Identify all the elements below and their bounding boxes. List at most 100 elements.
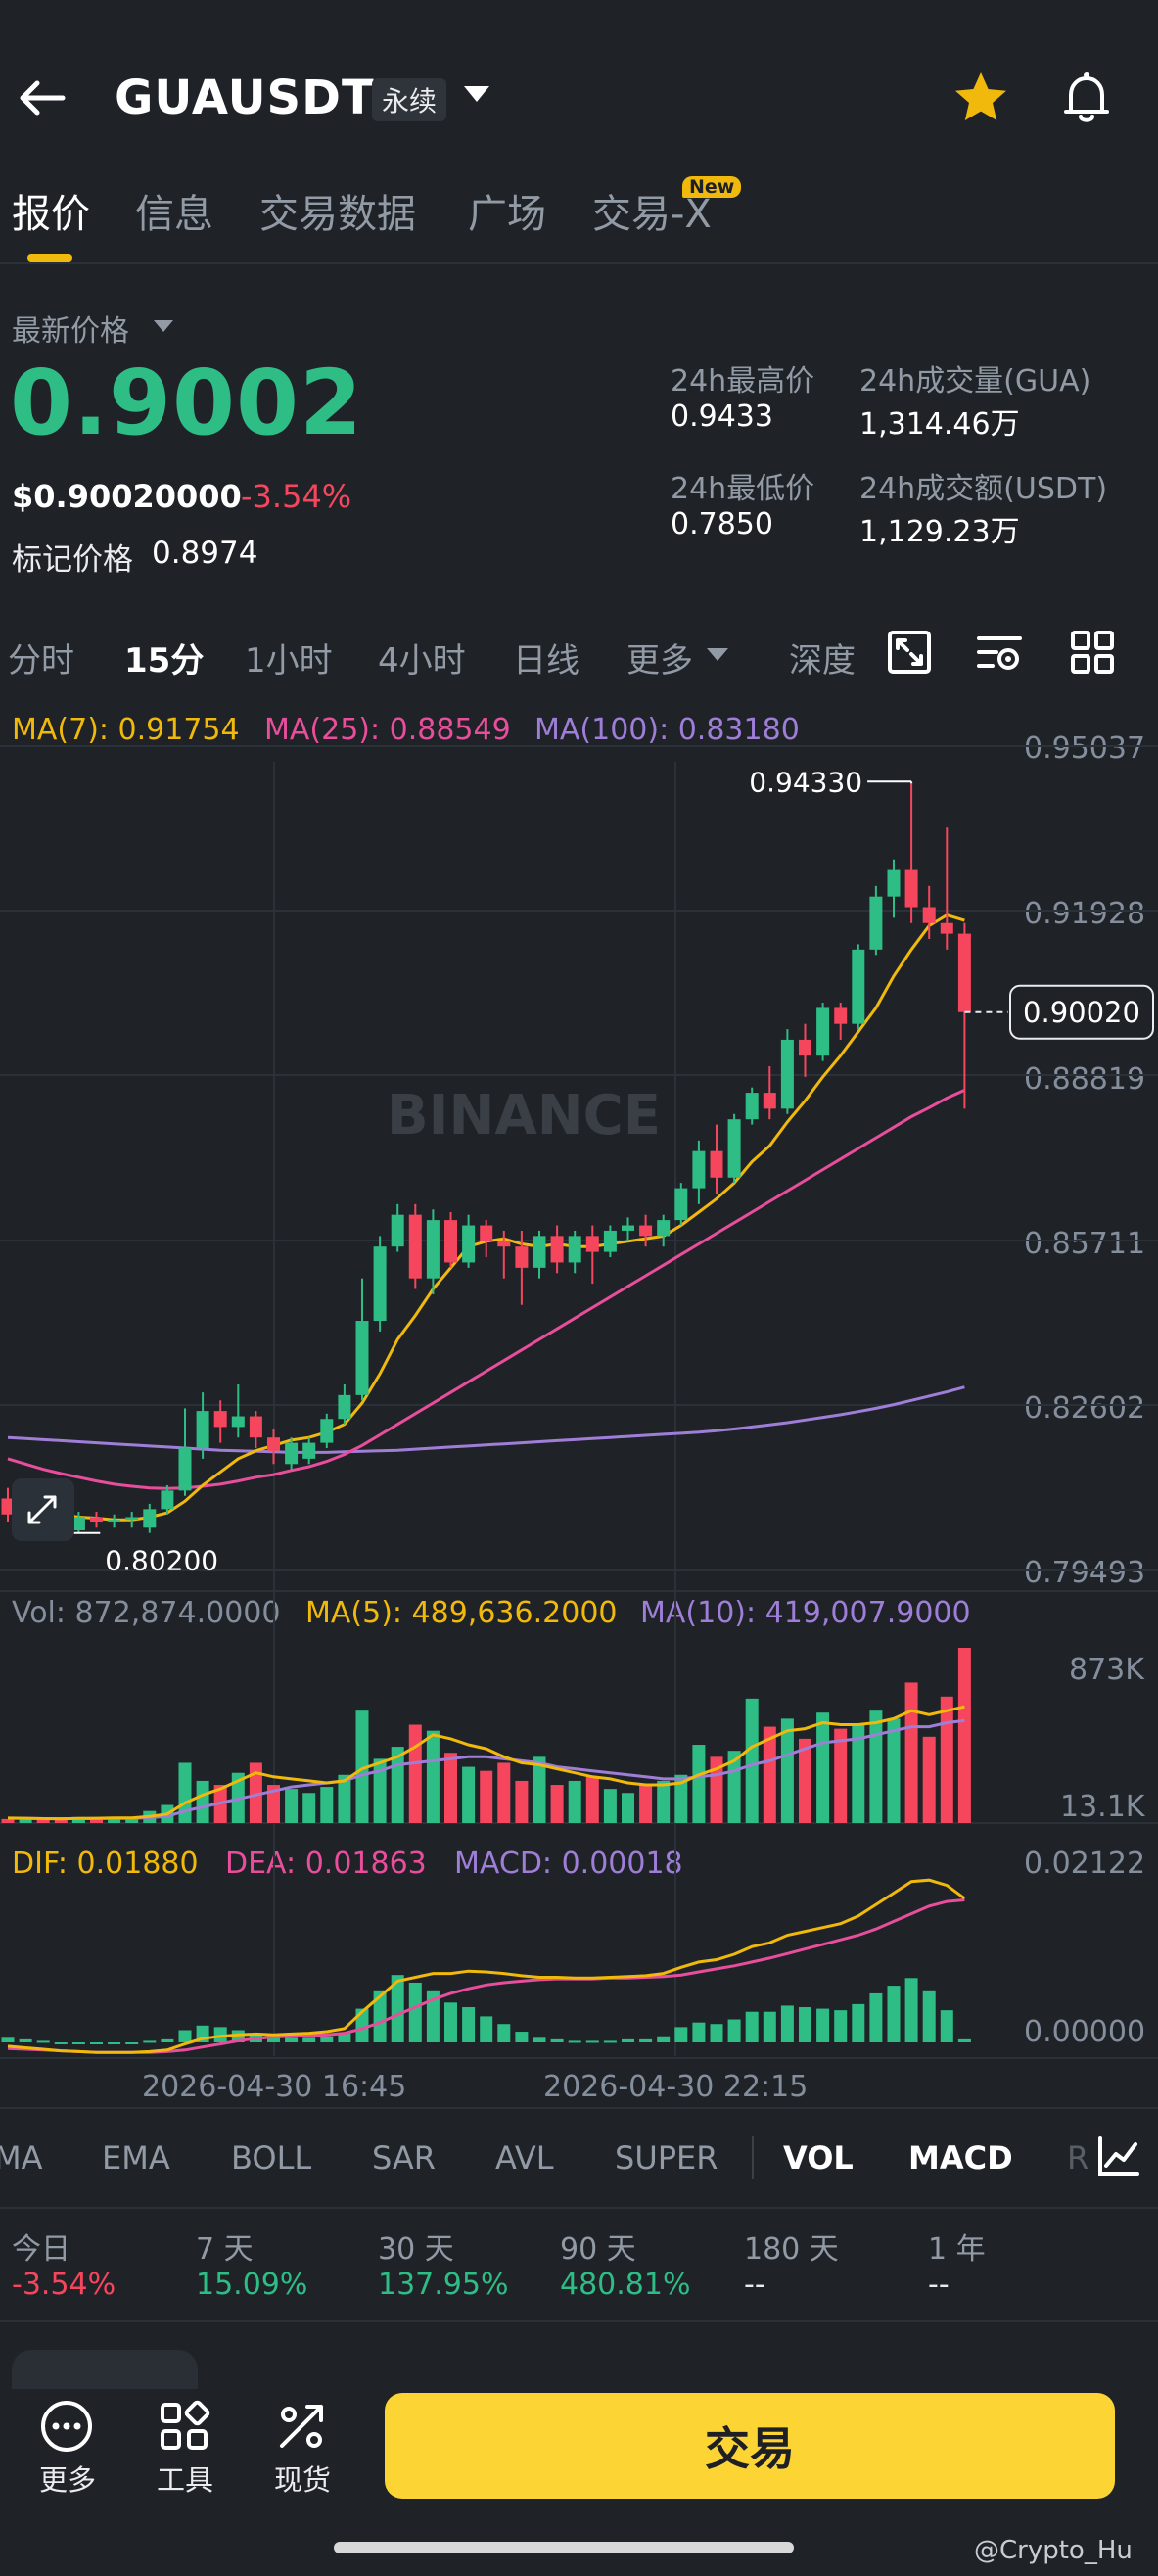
macd-histogram-bar — [480, 2016, 493, 2042]
dropdown-icon[interactable] — [464, 86, 489, 102]
depth-tab[interactable]: 深度 — [789, 641, 856, 680]
volume-bar — [355, 1710, 369, 1823]
interval-time[interactable]: 分时 — [8, 641, 74, 680]
indicator-ema[interactable]: EMA — [102, 2139, 170, 2177]
macd-axis-label: 0.00000 — [1024, 2015, 1146, 2049]
indicator-boll[interactable]: BOLL — [231, 2139, 312, 2177]
time-axis-label: 2026-04-30 22:15 — [543, 2070, 809, 2104]
more-label[interactable]: 更多 — [39, 2463, 97, 2497]
tab-trade-x[interactable]: 交易-X — [592, 192, 712, 237]
volume-bar — [1, 1818, 15, 1823]
tools-icon[interactable] — [155, 2397, 213, 2456]
tools-label[interactable]: 工具 — [157, 2463, 214, 2497]
candle — [745, 1093, 759, 1120]
macd-histogram-bar — [957, 2038, 971, 2042]
more-icon[interactable] — [37, 2397, 96, 2456]
candle — [90, 1517, 103, 1522]
tab-trading-data[interactable]: 交易数据 — [259, 192, 416, 237]
perf-value: -3.54% — [12, 2268, 116, 2302]
candle — [1, 1498, 15, 1515]
price-axis-label: 0.88819 — [1024, 1062, 1146, 1097]
spot-icon[interactable] — [272, 2397, 331, 2456]
spot-label[interactable]: 现货 — [274, 2463, 332, 2497]
tab-info[interactable]: 信息 — [135, 192, 213, 237]
indicator-macd[interactable]: MACD — [908, 2139, 1013, 2177]
macd-histogram-bar — [816, 2008, 830, 2042]
candle — [143, 1509, 157, 1528]
candle — [338, 1394, 351, 1420]
volume-bar — [426, 1730, 440, 1823]
candle — [622, 1225, 634, 1231]
price-axis-label: 0.82602 — [1024, 1391, 1146, 1426]
interval-4h[interactable]: 4小时 — [378, 641, 466, 680]
macd-histogram-bar — [302, 2037, 316, 2042]
indicator-sar[interactable]: SAR — [372, 2139, 437, 2177]
caret-down-icon[interactable] — [707, 648, 728, 661]
back-arrow-icon[interactable] — [14, 69, 72, 127]
volume-bar — [36, 1818, 50, 1823]
perpetual-badge: 永续 — [372, 78, 447, 121]
ma100-legend: MA(100): 0.83180 — [534, 713, 800, 747]
kline-chart[interactable]: BINANCE 0.94330 0.80200 0.90020 — [0, 705, 1158, 2105]
stat-turnover-label: 24h成交额(USDT) — [859, 472, 1108, 506]
candle — [515, 1246, 529, 1268]
volume-bar — [515, 1780, 529, 1823]
candle — [763, 1093, 776, 1109]
candle — [355, 1321, 369, 1395]
macd-histogram-bar — [320, 2036, 334, 2042]
interval-15m[interactable]: 15分 — [124, 641, 205, 680]
macd-histogram-bar — [338, 2033, 351, 2042]
trade-button[interactable]: 交易 — [385, 2393, 1115, 2499]
volume-bar — [922, 1736, 936, 1823]
vol-ma10-legend: MA(10): 419,007.9000 — [640, 1596, 971, 1630]
volume-bar — [622, 1793, 634, 1823]
mark-price-label: 标记价格 — [12, 542, 133, 578]
candle — [550, 1236, 564, 1263]
caret-down-icon[interactable] — [154, 320, 173, 332]
latest-price-label[interactable]: 最新价格 — [12, 314, 129, 349]
candle — [408, 1214, 422, 1279]
indicator-vol[interactable]: VOL — [783, 2139, 854, 2177]
macd-histogram-bar — [108, 2042, 121, 2044]
indicator-ma[interactable]: MA — [0, 2139, 43, 2177]
candle — [799, 1039, 811, 1056]
macd-histogram-bar — [922, 1990, 936, 2042]
dif-legend: DIF: 0.01880 — [12, 1847, 199, 1881]
chart-settings-icon[interactable] — [884, 627, 935, 678]
volume-bar — [320, 1787, 334, 1823]
volume-bar — [19, 1819, 32, 1823]
volume-bar — [869, 1710, 883, 1823]
indicator-super[interactable]: SUPER — [615, 2139, 718, 2177]
indicator-avl[interactable]: AVL — [495, 2139, 554, 2177]
volume-axis-label: 873K — [1069, 1653, 1144, 1687]
interval-1h[interactable]: 1小时 — [245, 641, 333, 680]
new-badge: New — [682, 176, 742, 198]
candle — [780, 1039, 794, 1109]
mark-price-value: 0.8974 — [152, 536, 258, 571]
candle — [125, 1517, 139, 1521]
indicator-settings-icon[interactable] — [975, 627, 1026, 678]
macd-histogram-bar — [799, 2007, 811, 2042]
star-icon[interactable] — [951, 69, 1010, 127]
macd-histogram-bar — [178, 2030, 192, 2042]
candle — [657, 1220, 671, 1237]
bell-icon[interactable] — [1057, 69, 1116, 127]
macd-histogram-bar — [462, 2007, 476, 2042]
current-price-tag-box — [1009, 984, 1154, 1040]
candle — [852, 949, 865, 1024]
macd-histogram-bar — [19, 2038, 32, 2042]
candle — [71, 1517, 85, 1530]
tab-square[interactable]: 广场 — [468, 192, 546, 237]
interval-more[interactable]: 更多 — [626, 641, 693, 680]
tab-quote[interactable]: 报价 — [12, 192, 90, 237]
candle — [231, 1416, 245, 1428]
indicator-chart-icon[interactable] — [1094, 2132, 1141, 2179]
interval-1d[interactable]: 日线 — [513, 641, 579, 680]
indicator-r[interactable]: R — [1067, 2139, 1089, 2177]
symbol-title[interactable]: GUAUSDT — [115, 70, 375, 125]
ma25-line — [7, 1089, 966, 1490]
volume-bar — [674, 1774, 688, 1823]
layout-grid-icon[interactable] — [1067, 627, 1118, 678]
candle — [816, 1007, 830, 1056]
perf-value: -- — [928, 2268, 950, 2302]
